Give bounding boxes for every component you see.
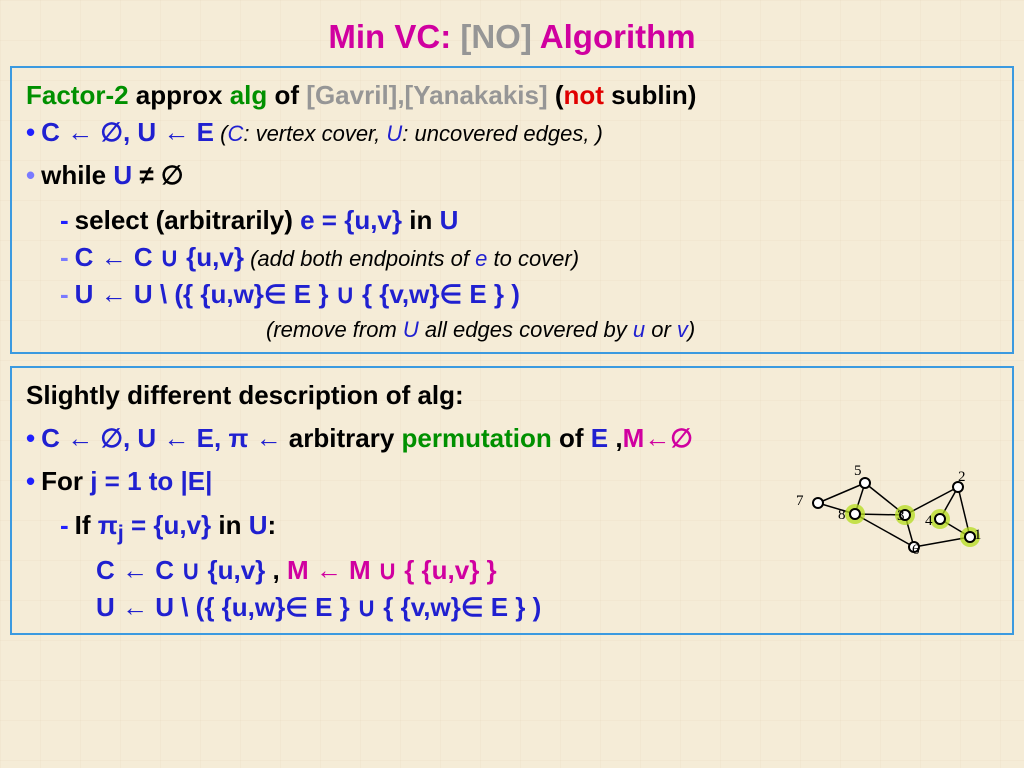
b2-line6: U ← U \ ({ {u,w}∈ E } ∪ { {v,w}∈ E } ): [26, 590, 998, 625]
t: to cover): [487, 246, 579, 271]
b2-line1: Slightly different description of alg:: [26, 378, 998, 413]
in: in: [402, 205, 440, 235]
title-bracket: [NO]: [460, 18, 531, 55]
colon: :: [268, 510, 277, 540]
for: For: [41, 466, 90, 496]
e: e: [475, 246, 487, 271]
factor2: Factor-2: [26, 80, 129, 110]
t: sublin): [604, 80, 696, 110]
while: while: [41, 160, 113, 190]
b2-line2: •C ← ∅, U ← E, π ← arbitrary permutation…: [26, 421, 998, 456]
e: e = {u,v}: [300, 205, 402, 235]
b1-line4: -select (arbitrarily) e = {u,v} in U: [26, 203, 998, 238]
graph-label-5: 5: [854, 461, 862, 481]
in: in: [211, 510, 249, 540]
graph-label-6: 6: [912, 540, 920, 560]
not: not: [564, 80, 604, 110]
neq: ≠ ∅: [132, 160, 183, 190]
t: : uncovered edges, ): [402, 121, 603, 146]
t: (remove from: [266, 317, 403, 342]
b1-line3: •while U ≠ ∅: [26, 158, 998, 193]
Cupd2: C ← C ∪ {u,v}: [96, 555, 265, 585]
of: of: [552, 423, 591, 453]
uv: = {u,v}: [124, 510, 211, 540]
refs: [Gavril],[Yanakakis]: [306, 80, 547, 110]
Uupd: U ← U \ ({ {u,w}∈ E } ∪ { {v,w}∈ E } ): [75, 279, 520, 309]
slide-title: Min VC: [NO] Algorithm: [10, 18, 1014, 56]
U: U: [440, 205, 459, 235]
alg: alg: [230, 80, 268, 110]
title-prefix: Min VC:: [328, 18, 460, 55]
init: C ← ∅, U ← E: [41, 117, 214, 147]
graph-label-1: 1: [974, 525, 982, 545]
b1-line2: •C ← ∅, U ← E (C: vertex cover, U: uncov…: [26, 115, 998, 150]
t: (add both endpoints of: [244, 246, 475, 271]
v: v: [677, 317, 688, 342]
b1-line7: (remove from U all edges covered by u or…: [26, 315, 998, 345]
U: U: [249, 510, 268, 540]
graph-label-8: 8: [838, 505, 846, 525]
init2: C ← ∅, U ← E, π ←: [41, 423, 281, 453]
E: E: [591, 423, 608, 453]
perm: permutation: [402, 423, 552, 453]
U: U: [113, 160, 132, 190]
title-suffix: Algorithm: [532, 18, 696, 55]
range: j = 1 to |E|: [90, 466, 212, 496]
t: ): [688, 317, 695, 342]
U: U: [403, 317, 419, 342]
algorithm-box-1: Factor-2 approx alg of [Gavril],[Yanakak…: [10, 66, 1014, 354]
graph-label-7: 7: [796, 491, 804, 511]
comma: ,: [265, 555, 287, 585]
t: all edges covered by: [419, 317, 633, 342]
M: M←∅: [623, 423, 693, 453]
example-graph: 75832461: [804, 473, 994, 563]
Mupd: M ← M ∪ { {u,v} }: [287, 555, 497, 585]
graph-label-3: 3: [897, 506, 905, 526]
t: of: [267, 80, 306, 110]
arb: arbitrary: [282, 423, 402, 453]
graph-label-4: 4: [925, 511, 933, 531]
comma: ,: [608, 423, 622, 453]
t: (: [548, 80, 564, 110]
b1-line6: -U ← U \ ({ {u,w}∈ E } ∪ { {v,w}∈ E } ): [26, 277, 998, 312]
b1-line1: Factor-2 approx alg of [Gavril],[Yanakak…: [26, 78, 998, 113]
Cupd: C ← C ∪ {u,v}: [75, 242, 244, 272]
C: C: [227, 121, 243, 146]
U: U: [386, 121, 402, 146]
u: u: [633, 317, 645, 342]
t: (: [214, 121, 227, 146]
if: If: [75, 510, 98, 540]
algorithm-box-2: Slightly different description of alg: •…: [10, 366, 1014, 635]
b1-line5: -C ← C ∪ {u,v} (add both endpoints of e …: [26, 240, 998, 275]
t: approx: [129, 80, 230, 110]
pi: π: [98, 510, 118, 540]
select: select (arbitrarily): [75, 205, 300, 235]
graph-label-2: 2: [958, 467, 966, 487]
or: or: [645, 317, 677, 342]
t: : vertex cover,: [243, 121, 386, 146]
